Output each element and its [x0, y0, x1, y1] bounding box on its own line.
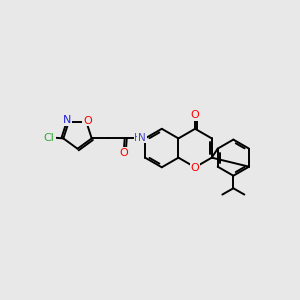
- Text: Cl: Cl: [44, 133, 55, 142]
- Text: O: O: [83, 116, 92, 126]
- Text: H: H: [134, 133, 142, 142]
- Text: O: O: [191, 110, 200, 120]
- Text: N: N: [63, 115, 71, 125]
- Text: O: O: [191, 163, 200, 173]
- Text: N: N: [138, 133, 146, 142]
- Text: O: O: [119, 148, 128, 158]
